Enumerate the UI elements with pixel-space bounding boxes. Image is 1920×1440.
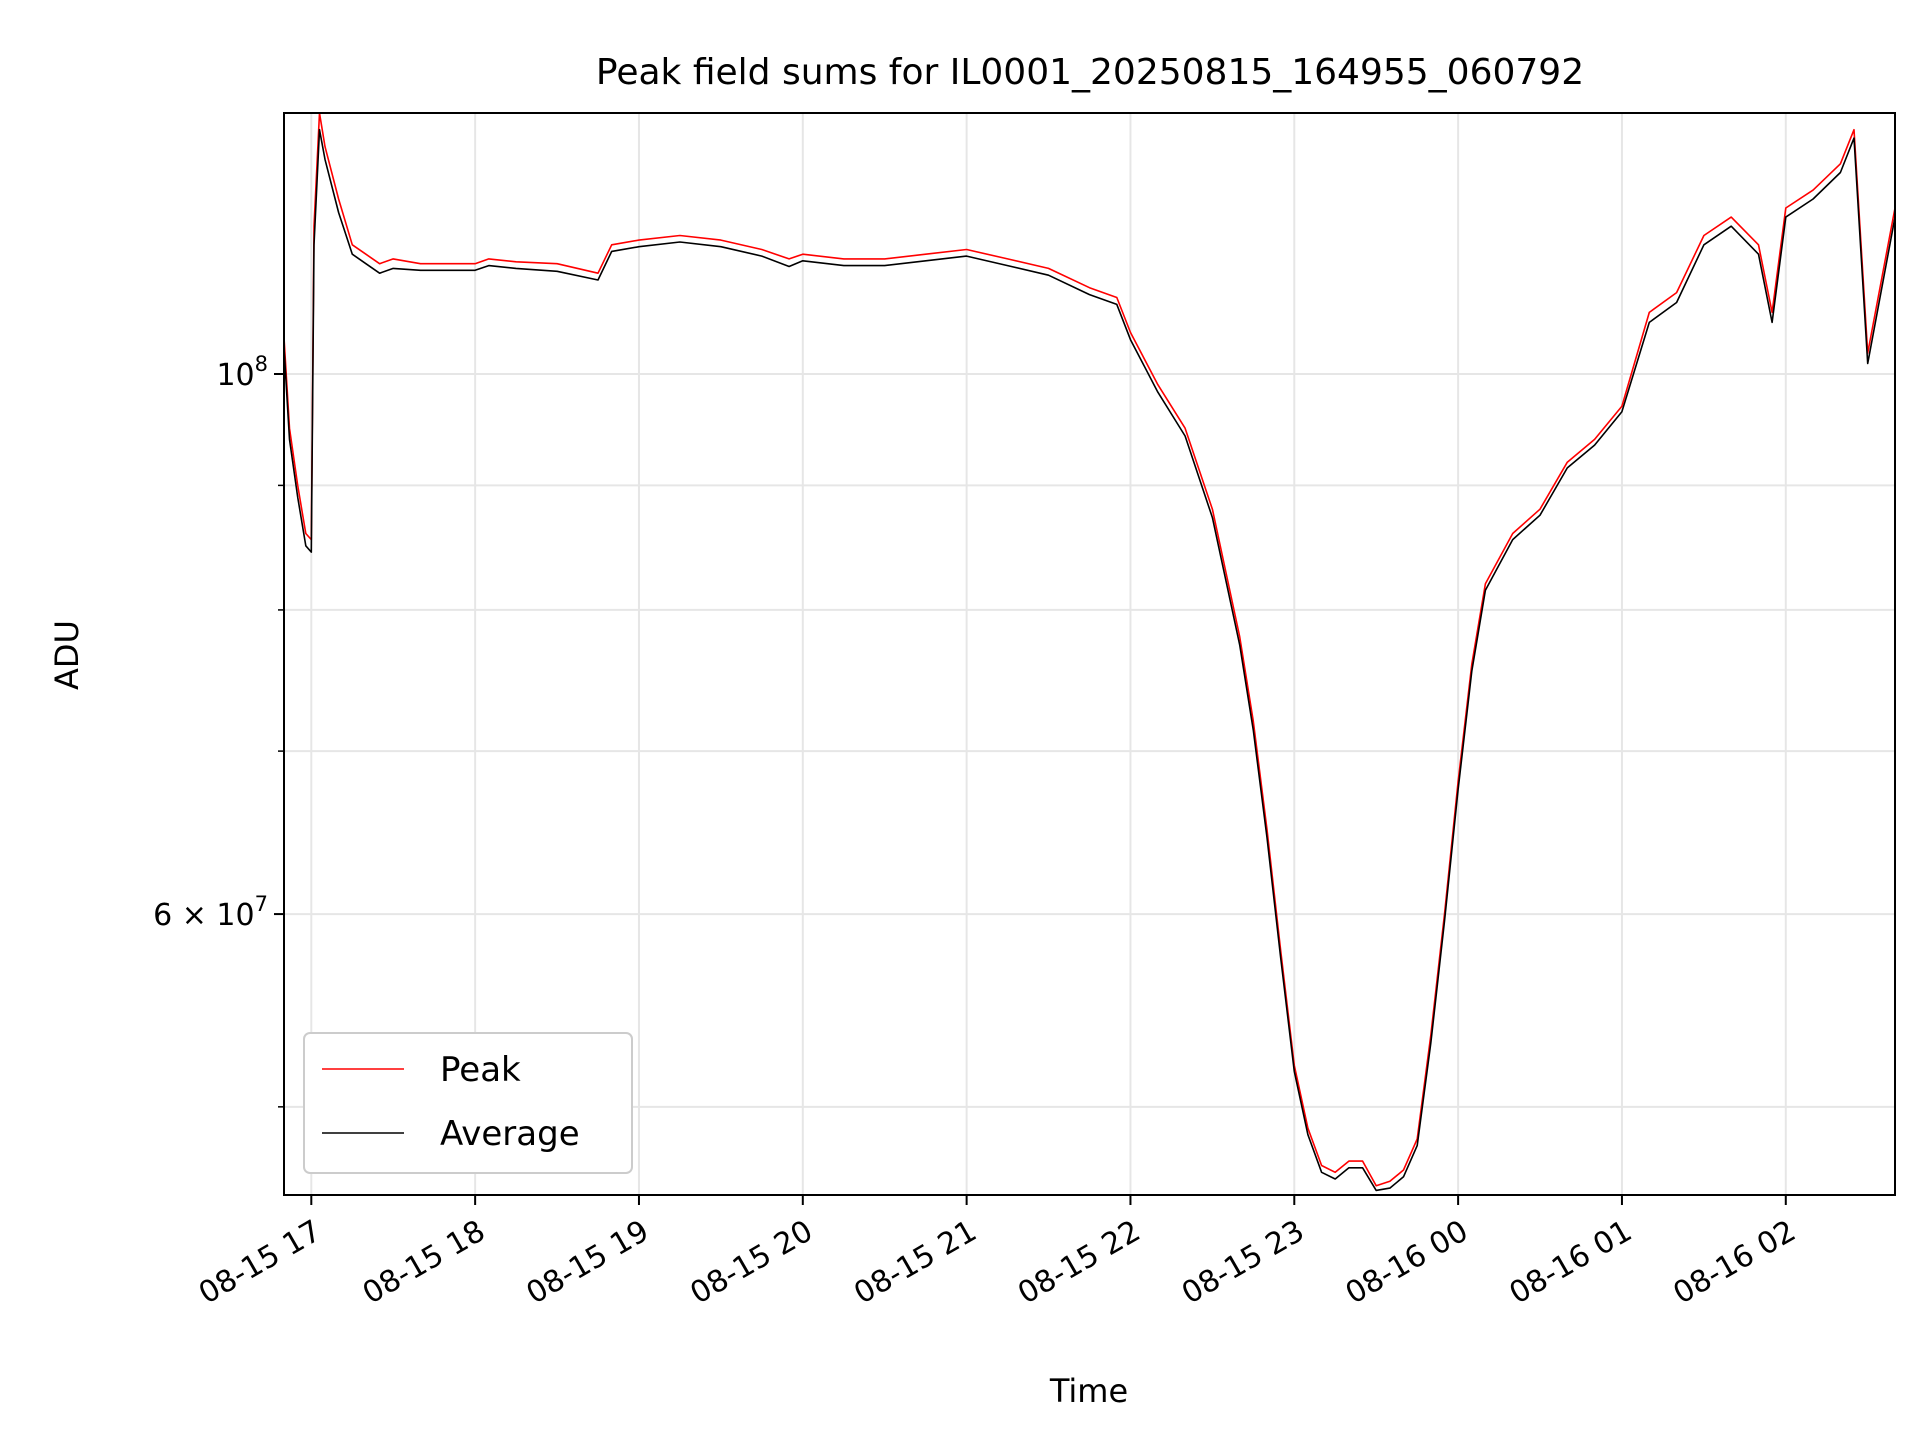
chart-title: Peak field sums for IL0001_20250815_1649… [596, 52, 1584, 93]
y-tick-label: 108 [216, 352, 268, 393]
legend: Peak Average [303, 1032, 633, 1174]
y-axis-label: ADU [48, 620, 86, 690]
series-line-average [283, 128, 1896, 1192]
series-line-peak [283, 112, 1896, 1187]
legend-frame [303, 1032, 633, 1174]
legend-average-label: Average [440, 1114, 580, 1154]
x-axis-label: Time [1049, 1372, 1128, 1410]
grid [284, 113, 1895, 1195]
y-axis: 108 6 × 107 [153, 352, 284, 1108]
plot-area-frame [283, 112, 1896, 1196]
y-tick-label: 6 × 107 [153, 892, 268, 933]
legend-peak-label: Peak [440, 1050, 521, 1090]
series-layer [283, 112, 1896, 1192]
